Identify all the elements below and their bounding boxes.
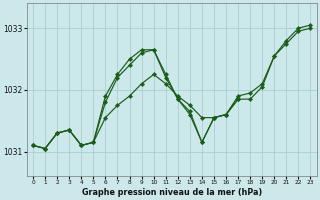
X-axis label: Graphe pression niveau de la mer (hPa): Graphe pression niveau de la mer (hPa) [82,188,262,197]
